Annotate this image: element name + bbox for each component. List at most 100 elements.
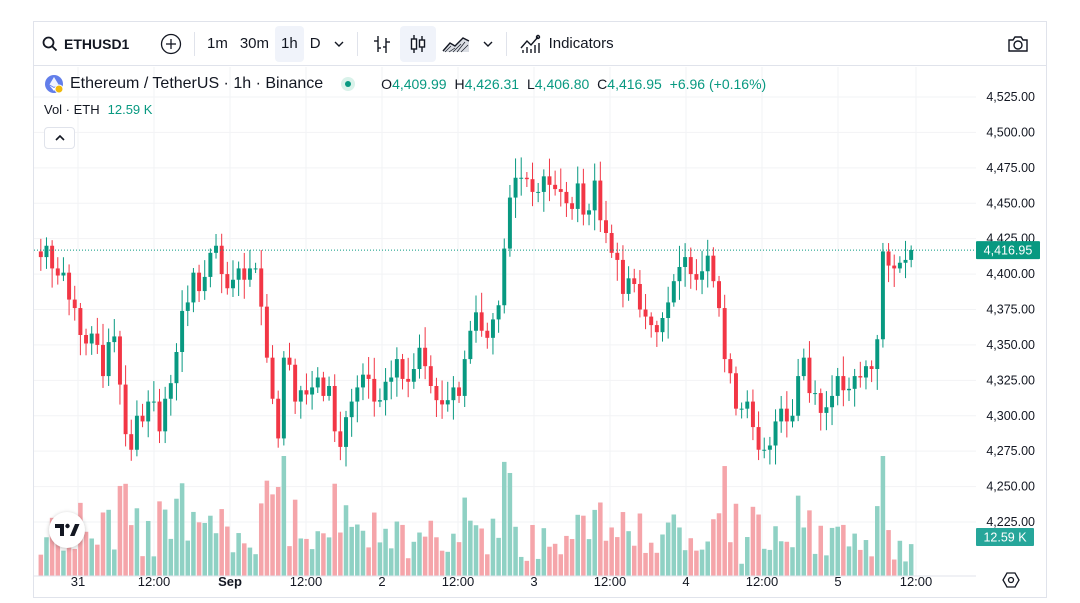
timeframe-1h[interactable]: 1h [275,25,304,62]
chart-type-dropdown[interactable] [476,26,500,62]
candle-body [796,376,801,416]
volume-tag-label: 12.59 K [983,531,1027,545]
top-toolbar: ETHUSD1 1m 30m 1h D Indicators [34,22,1046,66]
candle-body [55,268,60,276]
volume-bar [366,547,371,576]
candle-body [479,312,484,331]
candle-body [886,251,891,266]
volume-bar [541,528,547,576]
candle-body [496,305,501,320]
timeframe-d[interactable]: D [309,35,321,52]
volume-bar [128,525,134,576]
volume-bar [44,537,49,576]
candle-body [264,306,269,358]
volume-bar [179,483,185,576]
candle-body [180,310,185,352]
volume-bar [338,532,343,576]
candle-body [168,383,173,399]
chevron-down-icon [483,41,493,47]
indicators-button[interactable]: Indicators [513,26,620,62]
candles-chart-type-button[interactable] [399,25,436,62]
last-price-label: 4,416.95 [984,244,1033,258]
volume-bar [897,540,903,576]
area-chart-icon [442,36,469,52]
time-tick-label: 2 [378,574,385,589]
volume-bar [891,559,897,576]
volume-bar [174,498,179,576]
chart-settings-button[interactable] [1002,571,1020,594]
candle-body [711,255,716,282]
plus-circle-icon [160,33,182,54]
area-chart-type-button[interactable] [436,26,476,62]
candle-body [428,366,433,386]
time-tick-label: 12:00 [442,574,475,589]
volume-bar [745,537,750,576]
snapshot-button[interactable] [1000,26,1036,62]
candle-body [445,400,450,405]
volume-bar [473,525,479,576]
chevron-up-icon [54,134,65,141]
volume-bar [95,544,100,576]
candle-body [536,191,541,193]
volume-bar [558,554,564,576]
volume-bar [552,543,558,576]
volume-bar [908,544,914,576]
candle-body [903,259,908,263]
candle-body [462,359,467,396]
volume-bar [247,547,253,576]
price-chart[interactable]: 4,525.004,500.004,475.004,450.004,425.00… [34,67,1046,598]
tradingview-logo[interactable] [49,512,85,548]
volume-bar [281,456,287,576]
volume-bar [858,549,863,576]
symbol-title[interactable]: Ethereum / TetherUS · 1h · Binance [70,75,324,92]
candle-body [174,352,179,384]
volume-bar [807,510,812,576]
volume-bar [812,553,818,576]
candle-body [762,449,767,451]
time-axis[interactable]: 31 12:00 Sep 12:00 2 12:00 3 12:00 4 12:00 5 12:00 [34,574,976,589]
candle-body [524,177,529,180]
candle-body [892,265,897,269]
volume-bar [603,540,609,576]
candle-body [677,267,682,282]
symbol-search[interactable]: ETHUSD1 [42,26,154,62]
volume-label[interactable]: Vol · ETH [44,102,100,117]
candle-body [564,191,569,204]
bar-chart-type-button[interactable] [364,26,400,62]
candle-body [44,245,49,258]
candle-body [214,245,219,253]
volume-bar [620,512,626,576]
volume-bar [863,540,869,576]
collapse-legend-button[interactable] [44,127,75,149]
volume-bar [829,527,835,576]
candle-body [389,377,394,382]
candle-body [858,376,863,378]
compare-symbol-button[interactable] [154,26,188,62]
volume-bar [112,549,117,576]
volume-bar [383,528,388,576]
candle-body [728,359,733,374]
candle-body [632,278,637,284]
candle-body [705,255,710,272]
candle-body [67,272,72,300]
timeframe-30m[interactable]: 30m [239,35,270,52]
divider [194,31,195,56]
close-label: C [597,76,608,92]
price-tick-label: 4,525.00 [986,90,1035,104]
candle-body [423,347,428,367]
timeframe-1m[interactable]: 1m [207,35,228,52]
volume-bar [332,483,337,576]
candle-body [835,376,840,396]
volume-bar [422,536,428,576]
time-tick-label: 12:00 [746,574,779,589]
timeframe-dropdown[interactable] [327,26,351,62]
candle-body [830,395,835,408]
candle-body [767,445,772,450]
volume-bar [83,531,89,576]
open-value: 4,409.99 [392,76,447,92]
volume-value: 12.59 K [107,102,153,117]
tradingview-logo-icon [55,523,80,536]
candle-body [575,183,580,209]
price-axis[interactable]: 4,525.004,500.004,475.004,450.004,425.00… [976,90,1040,546]
volume-bar [66,520,72,576]
